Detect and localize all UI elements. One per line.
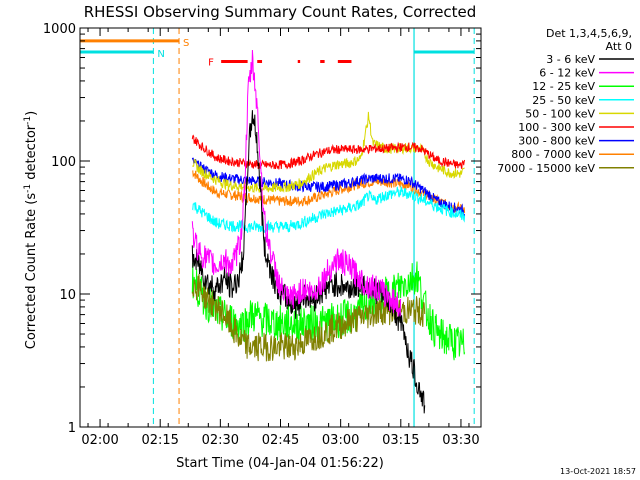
series-line-7 — [191, 157, 466, 218]
legend-label: 300 - 800 keV — [518, 135, 595, 148]
flare-marker-label: F — [208, 57, 214, 68]
y-tick-label: 10 — [59, 288, 76, 303]
y-axis-label: Corrected Count Rate (s-1 detector-1) — [23, 111, 39, 349]
series-line-3 — [191, 261, 466, 361]
x-tick-label: 03:15 — [382, 433, 419, 448]
y-tick-label: 1 — [68, 421, 76, 436]
series-line-4 — [191, 185, 466, 234]
legend-label: 25 - 50 keV — [532, 94, 595, 107]
y-tick-label: 100 — [51, 155, 76, 170]
series-line-8 — [192, 170, 466, 215]
y-label-part: detector — [24, 124, 39, 184]
series-line-2 — [191, 49, 402, 317]
legend-label: 800 - 7000 keV — [511, 148, 595, 161]
legend-label: 7000 - 15000 keV — [497, 162, 595, 175]
plot-area: N S F — [79, 27, 482, 428]
series-group — [191, 49, 466, 414]
night-marker-label: N — [157, 49, 164, 60]
chart-title: RHESSI Observing Summary Count Rates, Co… — [84, 3, 477, 21]
saa-marker-label: S — [183, 38, 189, 49]
x-tick-label: 02:15 — [141, 433, 178, 448]
y-label-part: ) — [24, 111, 39, 116]
legend-label: 6 - 12 keV — [539, 67, 595, 80]
legend-label: 50 - 100 keV — [525, 107, 595, 120]
x-tick-label: 03:00 — [322, 433, 359, 448]
series-line-6 — [191, 134, 466, 170]
x-tick-label: 03:30 — [442, 433, 479, 448]
x-axis: 02:00 02:15 02:30 02:45 03:00 03:15 03:30 — [81, 28, 480, 448]
x-tick-label: 02:45 — [262, 433, 299, 448]
x-tick-label: 02:30 — [202, 433, 239, 448]
legend-label: 12 - 25 keV — [532, 80, 595, 93]
y-label-part: -1 — [23, 116, 33, 125]
legend-label: 3 - 6 keV — [546, 53, 595, 66]
y-label-part: -1 — [23, 184, 33, 193]
y-tick-label: 1000 — [43, 22, 76, 37]
plot-frame — [79, 27, 482, 428]
x-axis-label: Start Time (04-Jan-04 01:56:22) — [176, 456, 384, 471]
timestamp: 13-Oct-2021 18:57 — [560, 467, 636, 476]
y-label-part: Corrected Count Rate (s — [24, 193, 39, 350]
legend-header-line: Det 1,3,4,5,6,9, — [546, 27, 632, 40]
legend-label: 100 - 300 keV — [518, 121, 595, 134]
x-tick-label: 02:00 — [81, 433, 118, 448]
y-axis: 1 10 100 1000 — [43, 22, 481, 436]
legend-header-line: Att 0 — [606, 40, 632, 53]
